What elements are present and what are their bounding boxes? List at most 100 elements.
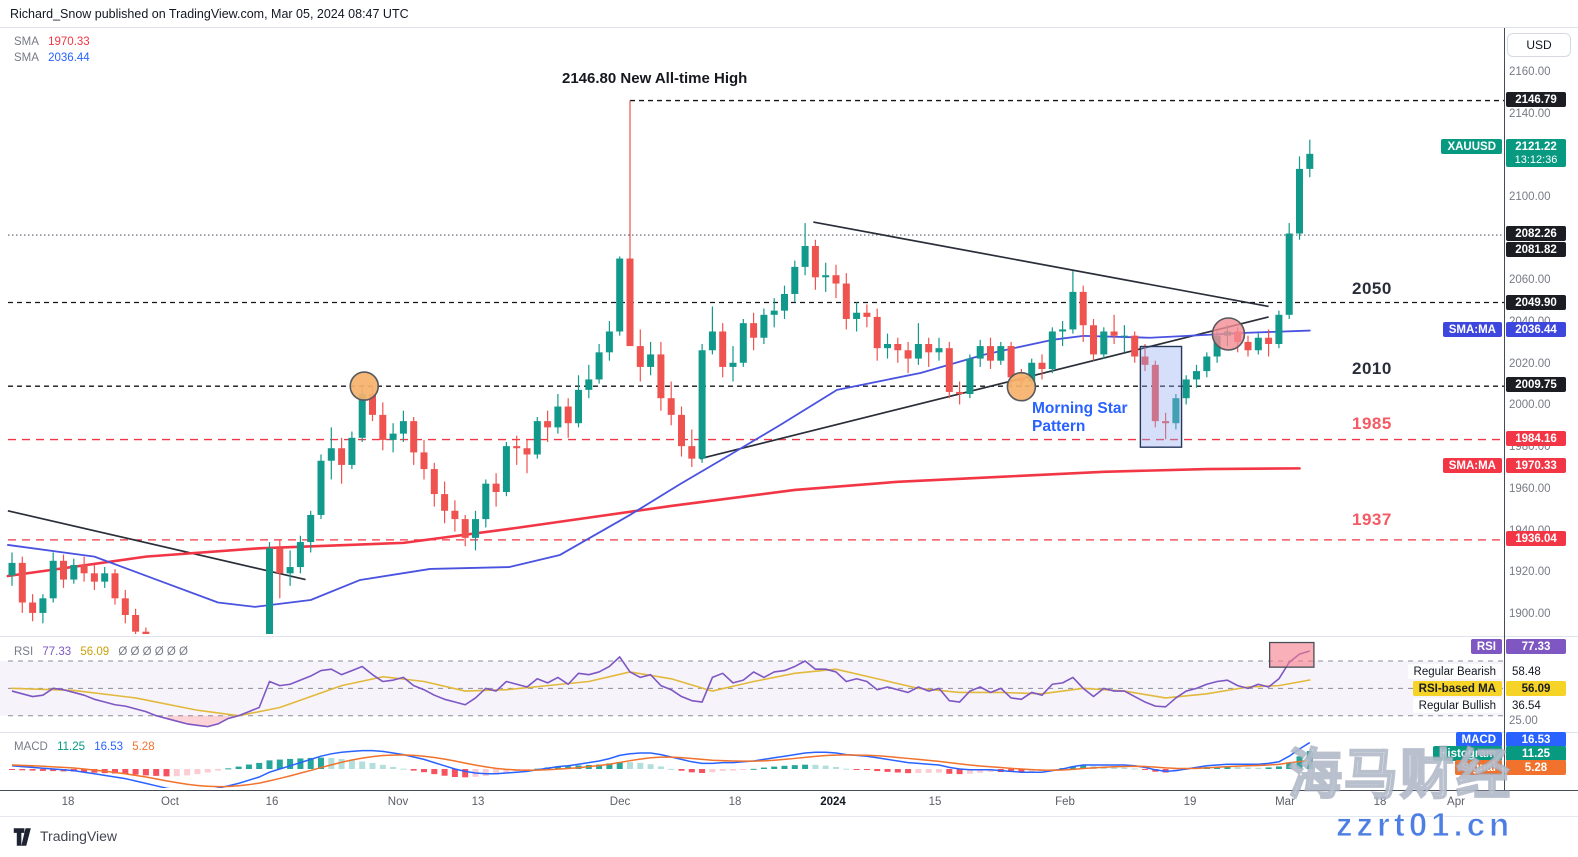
macd-histogram-bar (688, 769, 695, 773)
candle-body (842, 283, 850, 319)
morning-star-annotation[interactable]: Morning Star Pattern (1032, 400, 1128, 435)
macd-label: MACD (14, 741, 48, 753)
macd-histogram-bar (606, 763, 613, 769)
price-level-label: 2050 (1352, 279, 1392, 298)
axis-tick-label: 1900.00 (1509, 608, 1551, 620)
pane-separator-rsi-macd[interactable] (0, 732, 1578, 733)
candle-body (884, 343, 891, 349)
candle-body (399, 421, 407, 434)
macd-histogram-bar (853, 769, 860, 770)
currency-toggle-button[interactable]: USD (1507, 33, 1571, 57)
candle-body (276, 548, 284, 574)
axis-series-tag[interactable]: SMA:MA (1442, 322, 1502, 337)
axis-series-tag[interactable]: SMA:MA (1442, 458, 1502, 473)
candle-body (286, 567, 294, 574)
candle-body (1110, 331, 1118, 336)
sma-slow-value: 1970.33 (48, 36, 90, 48)
axis-price-badge[interactable]: 36.54 (1512, 699, 1541, 712)
candle-body (1028, 362, 1036, 382)
axis-price-badge[interactable]: 58.48 (1512, 665, 1541, 678)
macd-histogram-bar (348, 760, 355, 769)
macd-histogram-bar (503, 769, 510, 773)
all-time-high-annotation[interactable]: 2146.80 New All-time High (562, 70, 748, 87)
candle-body (770, 310, 778, 315)
candle-body (1162, 421, 1170, 424)
indicator-legend-sma-slow[interactable]: SMA 1970.33 (14, 36, 96, 48)
axis-price-badge[interactable]: 1984.16 (1506, 431, 1566, 446)
candle-body (688, 446, 696, 459)
axis-series-tag[interactable]: Regular Bearish (1407, 664, 1502, 679)
axis-tick-label: 2000.00 (1509, 399, 1551, 411)
price-level-label: 2010 (1352, 359, 1392, 378)
candle-body (1275, 314, 1283, 344)
sma-label: SMA (14, 36, 39, 48)
candle-body (626, 258, 634, 347)
candle-body (338, 448, 346, 465)
candle-body (327, 448, 335, 461)
axis-series-tag[interactable]: RSI (1470, 639, 1502, 654)
time-axis-label: 18 (728, 796, 742, 808)
candle-body (1069, 291, 1077, 330)
candle-body (1038, 362, 1046, 370)
macd-histogram-bar (1245, 767, 1251, 769)
candle-body (121, 598, 129, 615)
pane-separator-price-rsi[interactable] (0, 636, 1578, 637)
chart-canvas[interactable] (0, 0, 1505, 790)
candle-body (70, 564, 78, 580)
axis-price-badge[interactable]: 2049.90 (1506, 295, 1566, 310)
axis-price-badge[interactable]: 16.53 (1506, 732, 1566, 747)
macd-histogram-bar (709, 769, 716, 773)
tradingview-logo-icon[interactable] (13, 827, 35, 847)
axis-price-badge[interactable]: 2082.26 (1506, 226, 1566, 241)
candle-body (420, 452, 428, 470)
candle-body (1048, 331, 1056, 370)
axis-series-tag[interactable]: Regular Bullish (1412, 698, 1502, 713)
axis-price-badge[interactable]: 2146.79 (1506, 92, 1566, 107)
macd-histogram-bar (153, 769, 160, 776)
axis-price-badge[interactable]: 2036.44 (1506, 322, 1566, 337)
candle-body (215, 755, 222, 782)
macd-histogram-bar (410, 769, 417, 771)
rsi-pane (0, 641, 1504, 728)
macd-histogram-bar (637, 762, 644, 769)
axis-series-tag[interactable]: RSI-based MA (1412, 681, 1502, 696)
candle-body (698, 350, 706, 459)
axis-price-badge[interactable]: 56.09 (1506, 681, 1566, 696)
axis-price-badge[interactable]: 1936.04 (1506, 531, 1566, 546)
candle-body (533, 421, 541, 455)
axis-series-tag[interactable]: MACD (1455, 732, 1502, 747)
candle-body (616, 258, 624, 332)
candle-body (132, 614, 140, 632)
axis-series-tag[interactable]: XAUUSD (1441, 139, 1502, 154)
time-axis-label: Oct (161, 796, 179, 808)
time-axis[interactable]: 18 Oct 16 Nov 13 Dec 18 2024 15 Feb 19 Mar 18 Apr (0, 790, 1578, 816)
highlight-circle (1211, 317, 1246, 351)
time-axis-label: 16 (265, 796, 279, 808)
indicator-legend-macd[interactable]: MACD 11.25 16.53 5.28 (14, 741, 161, 753)
indicator-legend-rsi[interactable]: RSI 77.33 56.09 Ø Ø Ø Ø Ø Ø (14, 646, 194, 658)
time-axis-label: 18 (61, 796, 75, 808)
macd-histogram-bar (894, 769, 901, 773)
axis-series-tag[interactable]: Histogram (1433, 746, 1502, 761)
indicator-legend-sma-fast[interactable]: SMA 2036.44 (14, 52, 96, 64)
axis-price-badge[interactable]: 77.33 (1506, 639, 1566, 654)
candle-body (575, 389, 582, 424)
candle-body (544, 421, 552, 428)
axis-price-badge[interactable]: 5.28 (1506, 760, 1566, 775)
price-level-label: 1937 (1352, 510, 1392, 529)
axis-price-badge[interactable]: 2121.22 13:12:36 (1506, 139, 1566, 167)
axis-price-badge[interactable]: 2081.82 (1506, 242, 1566, 257)
axis-price-badge[interactable]: 1970.33 (1506, 458, 1566, 473)
candle-body (956, 391, 964, 395)
candle-body (111, 573, 119, 599)
candle-body (173, 721, 180, 765)
trendline (7, 509, 306, 581)
axis-price-badge[interactable]: 11.25 (1506, 746, 1566, 761)
axis-series-tag[interactable]: Signal (1455, 760, 1502, 775)
macd-histogram-bar (750, 768, 757, 770)
axis-price-badge[interactable]: 2009.75 (1506, 377, 1566, 392)
tradingview-brand-text[interactable]: TradingView (40, 828, 118, 844)
candle-body (1120, 335, 1128, 337)
macd-histogram-bar (112, 769, 118, 774)
